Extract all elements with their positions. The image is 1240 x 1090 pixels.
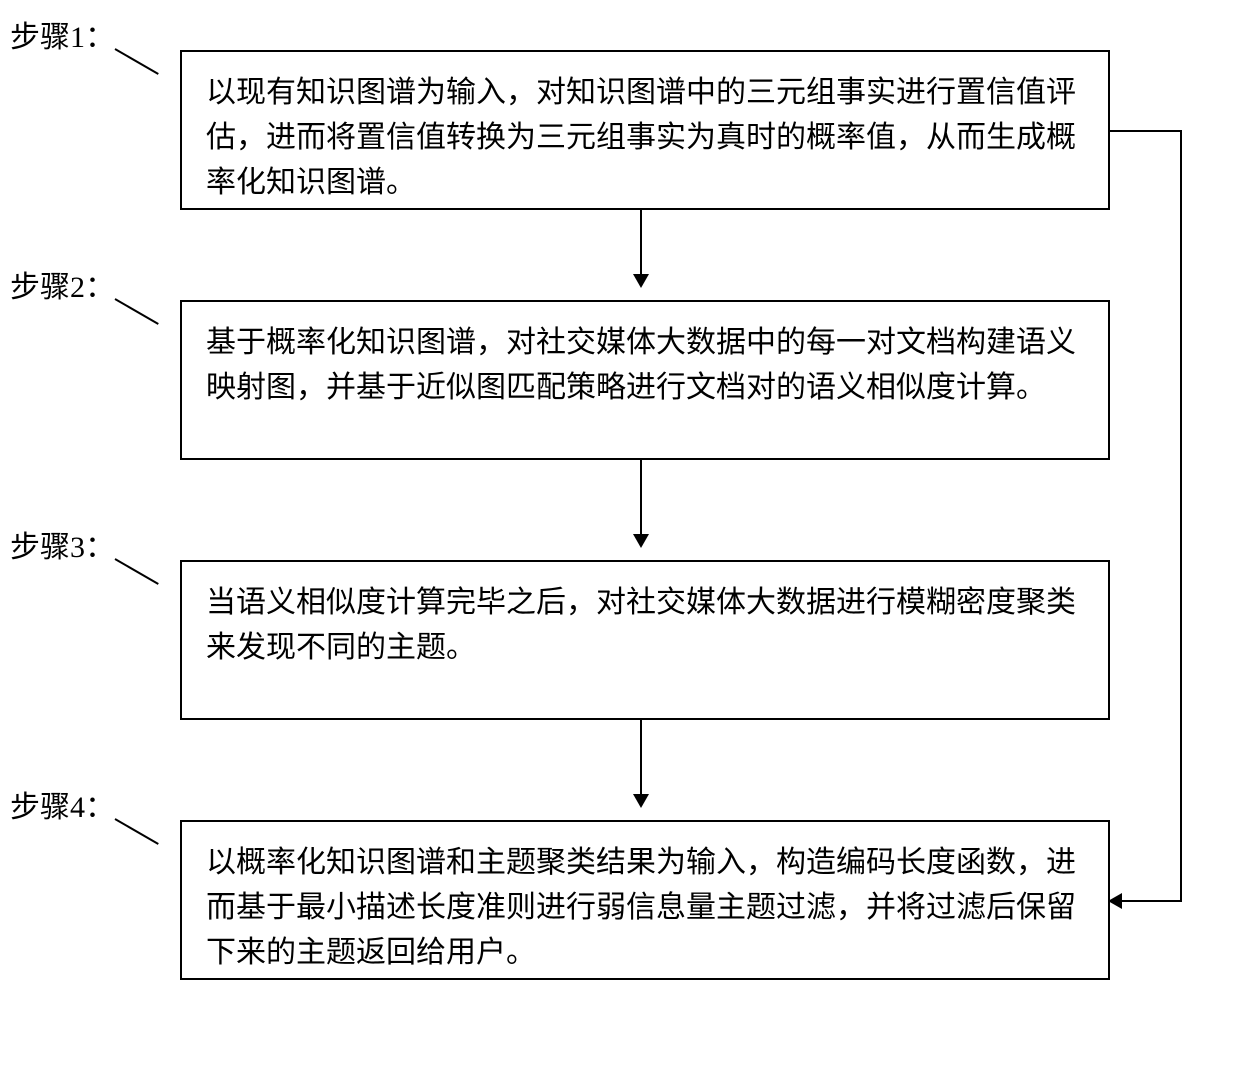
step-1-text: 以现有知识图谱为输入，对知识图谱中的三元组事实进行置信值评估，进而将置信值转换为… (206, 76, 1076, 199)
step-3-box: 当语义相似度计算完毕之后，对社交媒体大数据进行模糊密度聚类来发现不同的主题。 (180, 560, 1110, 720)
arrow-3-to-4 (640, 720, 642, 806)
step-3-text: 当语义相似度计算完毕之后，对社交媒体大数据进行模糊密度聚类来发现不同的主题。 (206, 586, 1076, 664)
step-2-box: 基于概率化知识图谱，对社交媒体大数据中的每一对文档构建语义映射图，并基于近似图匹… (180, 300, 1110, 460)
flowchart-diagram: 步骤1： 以现有知识图谱为输入，对知识图谱中的三元组事实进行置信值评估，进而将置… (0, 0, 1240, 1090)
feedback-connector-top (1110, 130, 1180, 132)
feedback-connector-vertical (1180, 130, 1182, 900)
step-3-label-connector (115, 558, 159, 585)
step-1-box: 以现有知识图谱为输入，对知识图谱中的三元组事实进行置信值评估，进而将置信值转换为… (180, 50, 1110, 210)
step-2-text: 基于概率化知识图谱，对社交媒体大数据中的每一对文档构建语义映射图，并基于近似图匹… (206, 326, 1076, 404)
step-4-text: 以概率化知识图谱和主题聚类结果为输入，构造编码长度函数，进而基于最小描述长度准则… (206, 846, 1076, 969)
feedback-connector-bottom (1110, 900, 1182, 902)
arrow-2-to-3 (640, 460, 642, 546)
step-1-label: 步骤1： (10, 12, 115, 56)
step-2-label: 步骤2： (10, 262, 115, 306)
step-4-box: 以概率化知识图谱和主题聚类结果为输入，构造编码长度函数，进而基于最小描述长度准则… (180, 820, 1110, 980)
arrow-1-to-2 (640, 210, 642, 286)
step-1-label-connector (115, 48, 159, 75)
step-3-label: 步骤3： (10, 522, 115, 566)
step-4-label-connector (115, 818, 159, 845)
step-4-label: 步骤4： (10, 782, 115, 826)
step-2-label-connector (115, 298, 159, 325)
